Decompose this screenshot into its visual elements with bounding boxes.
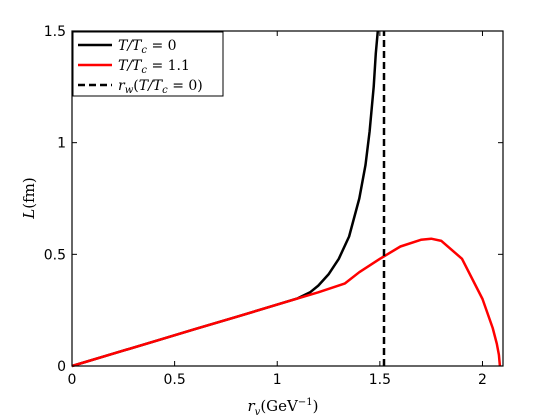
y-tick-label: 0.5	[44, 247, 66, 263]
x-tick-label: 2	[478, 372, 487, 388]
y-tick-label: 1	[57, 136, 66, 152]
y-axis-label: L(fm)	[20, 177, 38, 219]
x-tick-label: 1	[273, 372, 282, 388]
x-tick-label: 1.5	[369, 372, 391, 388]
plot-series	[71, 30, 502, 368]
tick-labels: 0 0.5 1 1.5 2 0 0.5 1 1.5	[44, 24, 487, 388]
legend: T/Tc = 0 T/Tc = 1.1 rw(T/Tc = 0)	[72, 31, 224, 97]
axis-ticks	[71, 30, 503, 367]
y-tick-label: 1.5	[44, 24, 66, 40]
plot-frame	[71, 30, 504, 367]
x-axis-label: rv(GeV−1)	[248, 397, 319, 417]
x-tick-label: 0.5	[163, 372, 185, 388]
series-line-1	[71, 237, 502, 368]
legend-label-t0: T/Tc = 0	[118, 38, 177, 56]
y-tick-label: 0	[57, 359, 66, 375]
legend-label-rw: rw(T/Tc = 0)	[118, 78, 203, 96]
legend-label-t11: T/Tc = 1.1	[118, 58, 190, 76]
x-tick-label: 0	[68, 372, 77, 388]
